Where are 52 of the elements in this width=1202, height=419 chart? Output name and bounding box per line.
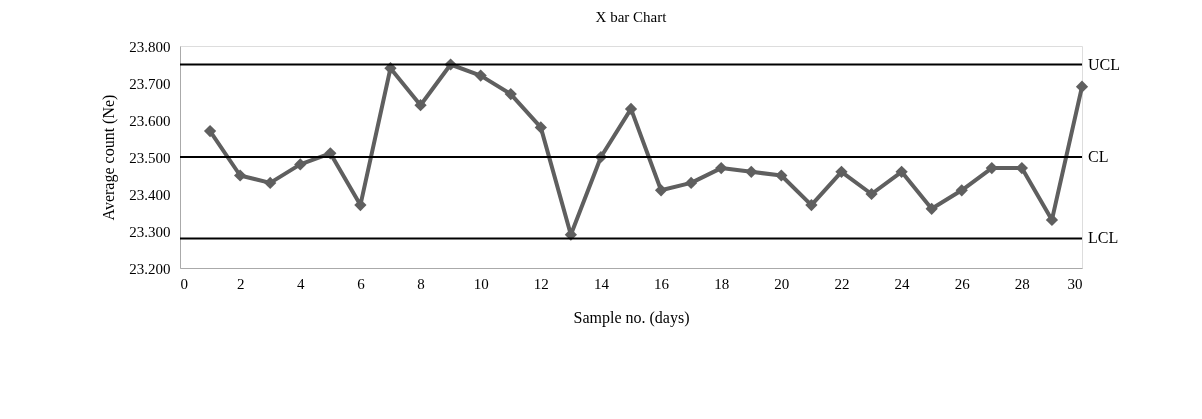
point: [504, 87, 517, 101]
x-tick-label: 20: [774, 275, 790, 292]
point: [985, 161, 998, 175]
x-tick-label: 14: [593, 275, 610, 292]
point: [685, 176, 698, 190]
point: [865, 187, 878, 201]
chart-title: X bar Chart: [595, 9, 668, 25]
x-tick-label: 0: [180, 275, 188, 292]
y-axis-title: Average count (Ne): [100, 94, 119, 221]
x-tick-label: 6: [357, 275, 366, 292]
y-tick-label: 23.500: [129, 149, 171, 166]
x-tick-label: 16: [654, 275, 670, 292]
x-tick-label: 10: [473, 275, 489, 292]
y-tick-label: 23.600: [129, 112, 171, 129]
y-tick-label: 23.200: [129, 260, 171, 277]
point: [1045, 213, 1059, 227]
point: [624, 102, 638, 116]
x-tick-label: 30: [1067, 275, 1083, 292]
x-tick-label: 26: [954, 275, 971, 292]
x-tick-label: 18: [714, 275, 730, 292]
point: [234, 169, 247, 182]
point: [474, 69, 487, 82]
y-tick-label: 23.700: [129, 75, 171, 92]
point: [715, 161, 728, 175]
x-axis-title: Sample no. (days): [573, 308, 690, 327]
x-tick-label: 28: [1014, 275, 1030, 292]
point: [264, 176, 277, 190]
point: [203, 124, 217, 138]
point: [805, 198, 818, 212]
point: [895, 165, 908, 178]
point: [414, 99, 427, 112]
x-tick-label: 8: [417, 275, 425, 292]
ref-line-label: CL: [1088, 148, 1109, 165]
ref-line-label: UCL: [1088, 55, 1120, 73]
point: [294, 158, 307, 171]
point: [534, 121, 547, 134]
ref-line-label: LCL: [1088, 229, 1119, 247]
y-tick-label: 23.400: [129, 186, 171, 203]
y-tick-label: 23.300: [129, 223, 171, 240]
point: [835, 165, 848, 178]
x-tick-label: 22: [834, 275, 850, 292]
point: [654, 184, 668, 197]
x-tick-label: 4: [297, 275, 306, 292]
y-tick-label: 23.800: [129, 38, 171, 55]
point: [745, 165, 758, 178]
point: [955, 184, 968, 197]
x-tick-label: 2: [236, 275, 245, 292]
x-tick-label: 12: [533, 275, 549, 292]
point: [1075, 80, 1089, 93]
point: [1015, 161, 1028, 175]
point: [925, 202, 938, 215]
x-tick-label: 24: [894, 275, 911, 292]
